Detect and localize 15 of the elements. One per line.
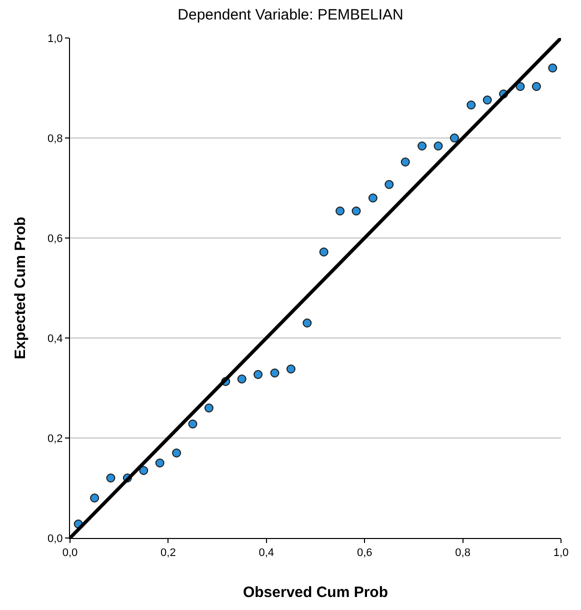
chart-title: Dependent Variable: PEMBELIAN: [178, 6, 404, 24]
y-tick-label: 0,6: [48, 232, 63, 245]
x-tick-label: 0,8: [455, 547, 470, 560]
x-tick-label: 0,4: [258, 547, 274, 560]
x-axis-title: Observed Cum Prob: [242, 584, 388, 602]
x-tick-label: 0,0: [62, 547, 78, 560]
y-tick-label: 0,4: [48, 332, 63, 345]
x-tick-label: 1,0: [553, 547, 569, 560]
y-tick-label: 1,0: [48, 32, 63, 45]
y-tick-label: 0,2: [48, 432, 63, 445]
y-tick-label: 0,0: [48, 532, 63, 545]
y-axis-title: Expected Cum Prob: [12, 216, 29, 360]
y-tick-label: 0,8: [48, 132, 63, 145]
x-tick-label: 0,2: [160, 547, 176, 560]
x-tick-label: 0,6: [356, 547, 372, 560]
